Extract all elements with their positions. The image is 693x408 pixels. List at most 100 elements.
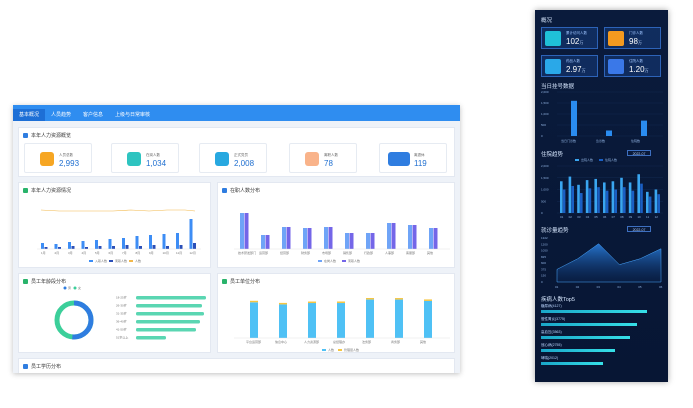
- kpi-value: 2,993: [59, 159, 80, 168]
- trend-x-label: 6月: [109, 251, 114, 255]
- stat-number: 2.97: [566, 65, 582, 74]
- trend-line: [40, 209, 196, 212]
- sales-x-label: 信息中心: [275, 339, 287, 344]
- stat-card-outpatient[interactable]: 门诊人数 98万: [604, 27, 661, 49]
- kpi-card-retired[interactable]: 离退休 119: [379, 143, 447, 173]
- stat-number: 1.20: [629, 65, 645, 74]
- trend-legend: 出院人数: [581, 157, 593, 162]
- badge-icon: [215, 152, 229, 166]
- trend-month-select[interactable]: 2022-07: [627, 150, 651, 156]
- trend-x-label: 2月: [55, 251, 60, 255]
- kpi-card-members[interactable]: 正式党员 2,008: [199, 143, 267, 173]
- kpi-value: 2,008: [234, 159, 255, 168]
- edu-title: 员工学历分布: [31, 364, 62, 370]
- category-bar: [349, 233, 354, 249]
- tab-personnel-trend[interactable]: 人员趋势: [51, 112, 72, 118]
- tab-customer-info[interactable]: 客户信息: [83, 112, 104, 118]
- top5-bar: [541, 349, 616, 352]
- sales-legend: 管理层人数: [344, 347, 359, 352]
- trend-legend-swatch: [599, 159, 603, 161]
- category-bar: [429, 228, 433, 249]
- reg-bar: [571, 100, 577, 136]
- category-bar: [370, 233, 375, 249]
- top5-bar: [541, 336, 630, 339]
- monitor-icon: [545, 31, 561, 46]
- visits-chart: 1322 1200 1050 825 600 375 150 0 01 02 03 04 05 06: [541, 236, 663, 289]
- reg-x-label: 急诊数: [596, 138, 605, 143]
- trend-bar: [135, 236, 139, 249]
- reg-bar: [641, 120, 647, 136]
- trend-x-label: 06: [603, 215, 607, 219]
- sales-bar: [366, 299, 374, 338]
- visits-area: [556, 243, 662, 283]
- sales-legend-swatch: [338, 349, 342, 351]
- trend-bar: [54, 244, 58, 249]
- kpi-card-resigned[interactable]: 离职人数 78: [289, 143, 357, 173]
- trend-bar: [654, 189, 658, 213]
- top5-bar: [541, 323, 637, 326]
- trend-y-tick: 1,000: [541, 188, 549, 192]
- trend-bar: [125, 245, 129, 249]
- overview-heading: 概况: [541, 18, 553, 24]
- category-bar: [303, 228, 307, 249]
- category-bar: [244, 213, 249, 249]
- sales-x-label: 平台运营部: [246, 339, 261, 344]
- trend-legend: 入职人数: [95, 258, 107, 263]
- trend-bar: [176, 233, 179, 249]
- reg-x-label: 住院数: [631, 138, 640, 143]
- trend-x-label: 12: [655, 215, 659, 219]
- stat-value: 1.20万: [629, 65, 649, 74]
- visits-month-select[interactable]: 2022-07: [627, 226, 651, 232]
- trend-bar: [637, 174, 640, 213]
- trend-y-tick: 500: [541, 199, 546, 203]
- stat-unit: 万: [637, 40, 642, 45]
- kpi-value: 78: [324, 159, 333, 168]
- category-x-label: 销售部: [343, 250, 352, 255]
- trend-x-label: 1月: [41, 251, 46, 255]
- trend-panel: 本年人力资源情况 1月 2月 3月 4月 5月 6月 7月 8月 9月 10月 11月 12月 入职人…: [18, 182, 211, 268]
- sales-title: 员工单位分布: [230, 279, 261, 285]
- age-bar: [136, 304, 202, 308]
- tab-review[interactable]: 上级与日常审核: [115, 112, 151, 118]
- stat-card-medicine[interactable]: 药品人数 2.97万: [541, 55, 598, 77]
- reg-y-tick: 1,000: [541, 112, 549, 116]
- category-legend-swatch: [318, 260, 322, 262]
- category-bar: [433, 228, 438, 249]
- category-legend-swatch: [342, 260, 346, 262]
- sales-bar: [279, 304, 287, 338]
- trend-bar: [646, 191, 649, 213]
- kpi-card-total[interactable]: 人员总数 2,993: [24, 143, 92, 173]
- trend-bar: [68, 242, 71, 249]
- reg-y-tick: 1,500: [541, 101, 549, 105]
- category-bar: [345, 233, 349, 249]
- age-bar-label: 41-50岁: [116, 327, 127, 332]
- trend-legend: 离职人数: [115, 258, 127, 263]
- age-legend: 女: [78, 285, 81, 290]
- age-bar-label: 18-25岁: [116, 295, 127, 300]
- reg-y-tick: 500: [541, 123, 546, 127]
- category-x-label: 行政部: [364, 250, 373, 255]
- stat-card-visits[interactable]: 累计访问人数 102万: [541, 27, 598, 49]
- sales-bar: [250, 302, 258, 338]
- top5-item: 哮喘(2012): [541, 356, 661, 365]
- stat-value: 102万: [566, 37, 583, 46]
- visits-x-label: 03: [597, 285, 601, 289]
- visits-y-tick: 375: [541, 267, 546, 271]
- stat-card-inpatient[interactable]: 住院人数 1.20万: [604, 55, 661, 77]
- visits-y-tick: 1322: [541, 236, 548, 240]
- trend-x-label: 09: [629, 215, 633, 219]
- category-bar: [391, 223, 396, 249]
- kpi-card-onduty[interactable]: 在岗人数 1,034: [111, 143, 179, 173]
- stat-label: 药品人数: [566, 59, 580, 63]
- sales-legend-swatch: [322, 349, 326, 351]
- sales-x-label: 人力资源部: [304, 339, 319, 344]
- trend-y-tick: 2,000: [541, 164, 549, 168]
- trend-x-label: 08: [620, 215, 624, 219]
- top5-item: 冠心病(2755): [541, 343, 661, 352]
- trend-x-label: 4月: [82, 251, 87, 255]
- trend-legend: 住院人数: [605, 157, 617, 162]
- sales-bar-top: [424, 299, 432, 301]
- stat-label: 累计访问人数: [566, 31, 587, 35]
- trend-bar: [108, 239, 112, 249]
- tab-basic-overview[interactable]: 基本概况: [13, 109, 46, 121]
